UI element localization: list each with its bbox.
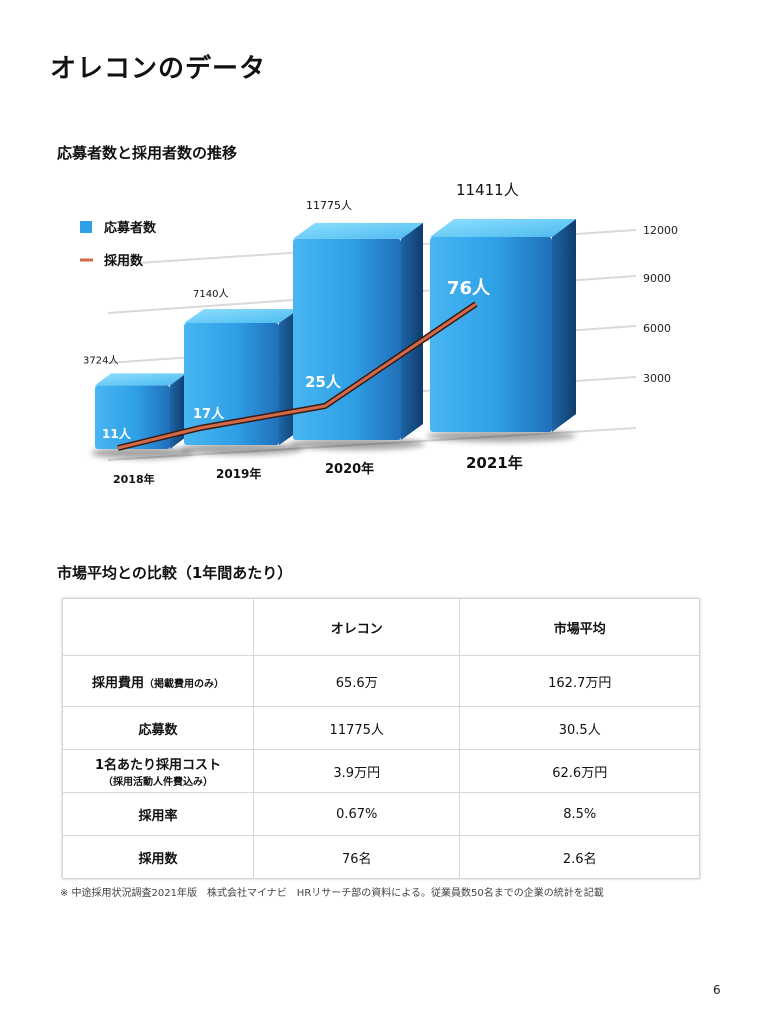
- page-title: オレコンのデータ: [50, 54, 267, 84]
- table-row: 採用費用（掲載費用のみ） 65.6万 162.7万円: [62, 655, 700, 707]
- bar-side-2: [401, 222, 423, 440]
- chart-section-title: 応募者数と採用者数の推移: [57, 144, 238, 162]
- y-tick-label: 6000: [643, 322, 671, 335]
- legend-swatch-applicants: [80, 221, 92, 233]
- table-row: 採用数 76名 2.6名: [62, 835, 700, 879]
- bar-shadow: [426, 430, 576, 442]
- oricon-value: 11775人: [252, 706, 461, 750]
- bar-value-label: 11411人: [456, 181, 519, 199]
- y-tick-label: 12000: [643, 224, 678, 237]
- market-value: 162.7万円: [459, 655, 700, 707]
- bar-value-label: 7140人: [193, 288, 228, 300]
- legend-label-applicants: 応募者数: [104, 220, 157, 236]
- table-header-market: 市場平均: [459, 598, 700, 656]
- table-row: 1名あたり採用コスト （採用活動人件費込み） 3.9万円 62.6万円: [62, 749, 700, 793]
- market-value: 2.6名: [459, 835, 700, 879]
- bar-top-0: [95, 373, 186, 386]
- hires-value-label: 17人: [193, 406, 225, 422]
- bar-2018年: [95, 385, 170, 449]
- footnote: ※ 中途採用状況調査2021年版 株式会社マイナビ HRリサーチ部の資料による。…: [60, 888, 604, 899]
- bar-2020年: [293, 238, 401, 440]
- oricon-value: 3.9万円: [252, 749, 461, 793]
- bar-shadow: [180, 443, 303, 455]
- table-header-oricon: オレコン: [252, 598, 461, 656]
- bar-top-1: [184, 309, 299, 324]
- x-tick-label: 2019年: [216, 466, 261, 481]
- hires-value-label: 76人: [447, 278, 491, 299]
- bar-shadow: [91, 447, 194, 459]
- x-tick-label: 2018年: [113, 472, 155, 486]
- oricon-value: 0.67%: [252, 792, 461, 836]
- hires-line: [117, 302, 477, 450]
- x-tick-label: 2021年: [466, 454, 523, 472]
- row-label: 採用費用（掲載費用のみ）: [62, 655, 254, 707]
- oricon-value: 65.6万: [252, 655, 461, 707]
- bar-2021年: [430, 237, 552, 432]
- row-label: 1名あたり採用コスト （採用活動人件費込み）: [62, 749, 254, 793]
- bar-top-2: [293, 222, 423, 239]
- y-tick-label: 9000: [643, 272, 671, 285]
- table-row: 応募数 11775人 30.5人: [62, 706, 700, 750]
- applicants-hires-chart: 応募者数 採用数 3000 6000 9000 12000 3724人 2018年 7140…: [80, 181, 678, 486]
- row-label: 採用率: [62, 792, 254, 836]
- market-value: 62.6万円: [459, 749, 700, 793]
- table-row: 採用率 0.67% 8.5%: [62, 792, 700, 836]
- bar-shadow: [289, 438, 425, 450]
- y-tick-label: 3000: [643, 372, 671, 385]
- bar-top-3: [430, 219, 576, 238]
- hires-value-label: 25人: [305, 373, 342, 391]
- bar-value-label: 11775人: [306, 199, 352, 212]
- oricon-value: 76名: [252, 835, 461, 879]
- comparison-table: オレコン 市場平均 採用費用（掲載費用のみ） 65.6万 162.7万円 応募数…: [62, 598, 700, 879]
- row-label: 採用数: [62, 835, 254, 879]
- hires-value-label: 11人: [102, 426, 132, 441]
- legend-label-hires: 採用数: [104, 253, 144, 269]
- table-header-empty: [62, 598, 254, 656]
- market-value: 8.5%: [459, 792, 700, 836]
- bar-2019年: [184, 323, 279, 445]
- x-tick-label: 2020年: [325, 461, 374, 477]
- market-value: 30.5人: [459, 706, 700, 750]
- table-section-title: 市場平均との比較（1年間あたり）: [57, 564, 293, 582]
- page-number: 6: [713, 983, 721, 997]
- bar-value-label: 3724人: [83, 354, 118, 366]
- row-label: 応募数: [62, 706, 254, 750]
- bar-side-3: [552, 219, 576, 432]
